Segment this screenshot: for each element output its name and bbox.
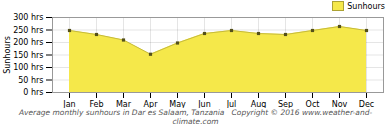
- svg-text:Sunhours: Sunhours: [3, 36, 12, 74]
- svg-text:Mar: Mar: [116, 100, 132, 108]
- svg-text:0 hrs: 0 hrs: [23, 88, 43, 97]
- svg-text:Apr: Apr: [144, 100, 159, 108]
- svg-text:Dec: Dec: [359, 100, 374, 108]
- svg-text:300 hrs: 300 hrs: [13, 13, 43, 22]
- svg-text:Jun: Jun: [197, 100, 211, 108]
- svg-text:Nov: Nov: [332, 100, 348, 108]
- svg-text:May: May: [169, 100, 186, 108]
- html-text:Sunhours: Sunhours: [347, 1, 385, 11]
- svg-text:Oct: Oct: [306, 100, 320, 108]
- svg-text:Feb: Feb: [89, 100, 103, 108]
- svg-text:Aug: Aug: [251, 100, 267, 108]
- svg-text:200 hrs: 200 hrs: [13, 38, 43, 47]
- svg-text:100 hrs: 100 hrs: [13, 63, 43, 72]
- html-text:Average monthly sunhours in Da: Average monthly sunhours in Dar es Salaa…: [18, 108, 373, 126]
- svg-text:Jul: Jul: [226, 100, 237, 108]
- svg-text:150 hrs: 150 hrs: [13, 51, 43, 60]
- svg-text:Sep: Sep: [278, 100, 293, 108]
- svg-text:50 hrs: 50 hrs: [18, 76, 43, 85]
- svg-text:Jan: Jan: [62, 100, 75, 108]
- svg-text:250 hrs: 250 hrs: [13, 26, 43, 35]
